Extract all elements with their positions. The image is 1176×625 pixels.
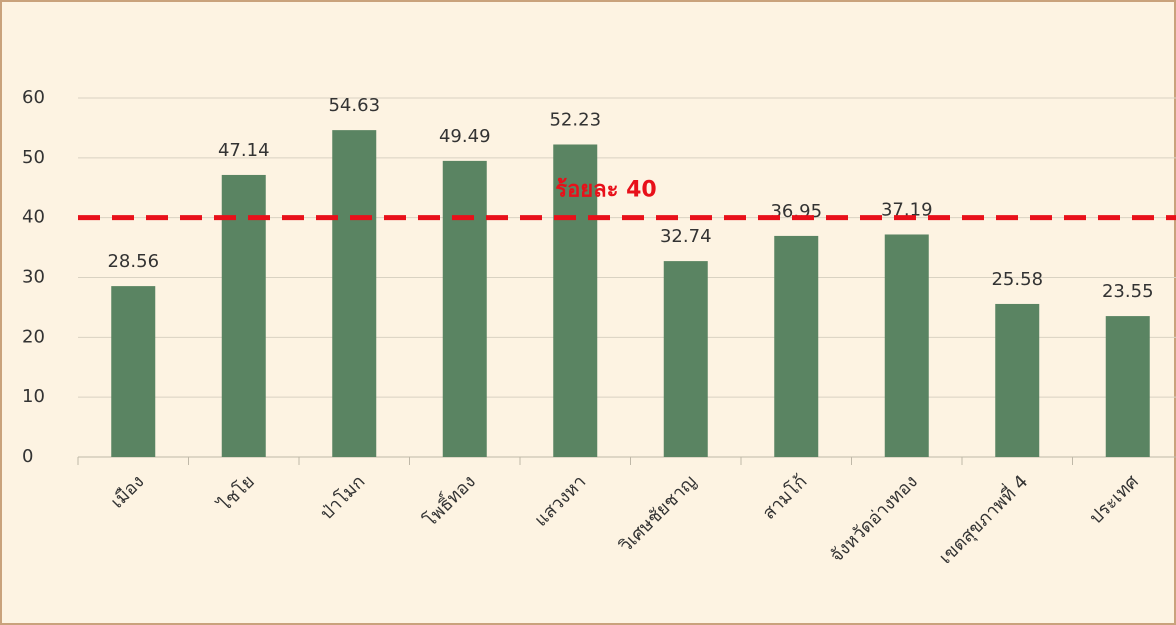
data-label: 52.23 (549, 109, 601, 130)
bar (774, 235, 819, 457)
data-label: 25.58 (991, 269, 1043, 290)
bar (1105, 316, 1150, 457)
y-tick-label: 0 (22, 446, 33, 467)
y-tick-label: 60 (22, 87, 45, 108)
data-label: 47.14 (218, 140, 270, 161)
data-label: 54.63 (328, 95, 380, 116)
bar (332, 130, 377, 457)
y-tick-label: 50 (22, 147, 45, 168)
bar (884, 234, 929, 457)
y-tick-label: 10 (22, 386, 45, 407)
reference-label: ร้อยละ 40 (555, 178, 657, 203)
bar (221, 174, 266, 457)
y-tick-label: 30 (22, 267, 45, 288)
bar (553, 144, 598, 458)
bar (111, 286, 156, 457)
bar (995, 303, 1040, 457)
y-tick-label: 20 (22, 326, 45, 347)
data-label: 37.19 (881, 199, 933, 220)
data-label: 32.74 (660, 226, 712, 247)
y-tick-label: 40 (22, 207, 45, 228)
bar (663, 261, 708, 457)
data-label: 28.56 (107, 251, 159, 272)
bar (442, 160, 487, 457)
data-label: 49.49 (439, 126, 491, 147)
data-label: 23.55 (1102, 281, 1154, 302)
